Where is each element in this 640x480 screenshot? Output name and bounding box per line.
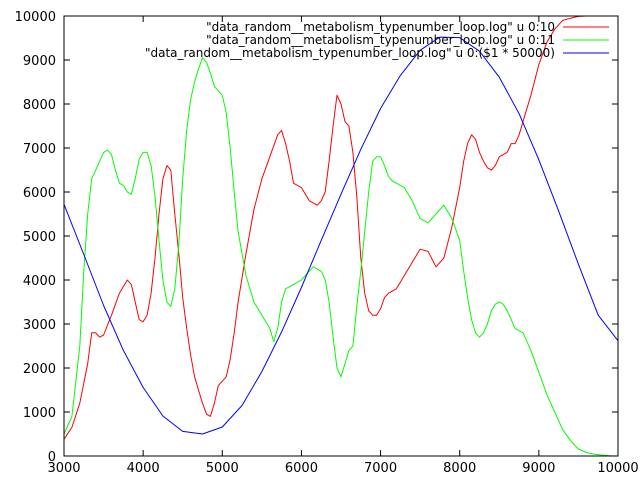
series-layer: [63, 15, 619, 457]
y-tick-label: 10000: [15, 10, 56, 25]
axis-ticks: 3000 4000 5000 6000 7000 8000 9000 10000 0 1000 20…: [15, 10, 639, 476]
x-tick-label: 7000: [364, 461, 397, 476]
series-line-1: [63, 15, 618, 440]
x-tick-label: 10000: [597, 461, 638, 476]
x-tick-label: 8000: [443, 461, 476, 476]
x-tick-label: 6000: [285, 461, 318, 476]
y-tick-label: 1000: [23, 406, 56, 421]
legend: "data_random__metabolism_typenumber_loop…: [145, 20, 609, 60]
y-tick-label: 3000: [23, 318, 56, 333]
y-tick-label: 5000: [23, 230, 56, 245]
x-tick-label: 9000: [522, 461, 555, 476]
plot-frame: [63, 15, 619, 457]
y-tick-label: 0: [48, 450, 56, 465]
series-line-2: [63, 57, 619, 457]
legend-label-3: "data_random__metabolism_typenumber_loop…: [145, 46, 555, 60]
x-tick-label: 3000: [47, 461, 80, 476]
y-tick-label: 8000: [23, 98, 56, 113]
legend-label-1: "data_random__metabolism_typenumber_loop…: [206, 20, 555, 34]
y-tick-label: 6000: [23, 186, 56, 201]
x-tick-label: 5000: [206, 461, 239, 476]
y-tick-label: 7000: [23, 142, 56, 157]
x-tick-label: 4000: [127, 461, 160, 476]
y-tick-label: 2000: [23, 362, 56, 377]
series-line-3: [63, 36, 619, 435]
y-tick-label: 4000: [23, 274, 56, 289]
y-tick-label: 9000: [23, 54, 56, 69]
legend-label-2: "data_random__metabolism_typenumber_loop…: [206, 33, 555, 47]
